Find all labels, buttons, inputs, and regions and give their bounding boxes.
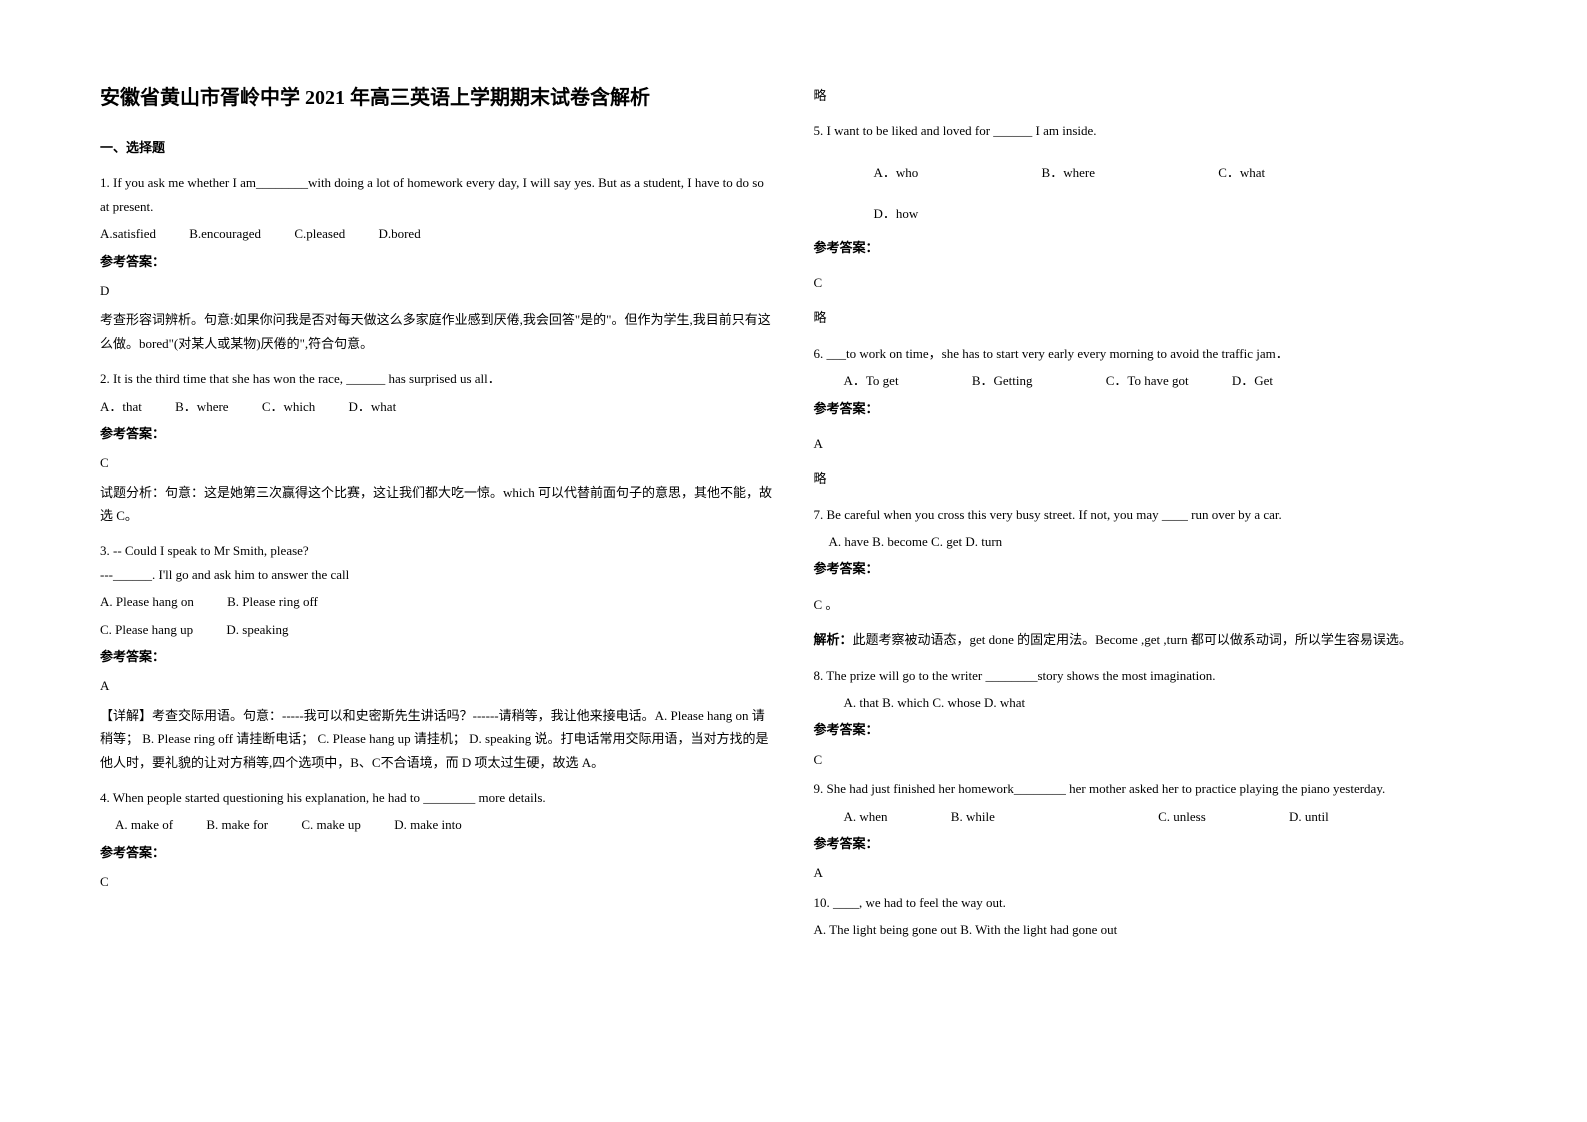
question-options: D．how bbox=[814, 202, 1488, 225]
explanation: 考查形容词辨析。句意:如果你问我是否对每天做这么多家庭作业感到厌倦,我会回答"是… bbox=[100, 308, 774, 355]
question-text: 8. The prize will go to the writer _____… bbox=[814, 664, 1488, 687]
option-d: D.bored bbox=[378, 222, 420, 245]
question-text: 2. It is the third time that she has won… bbox=[100, 367, 774, 390]
option-b: B.encouraged bbox=[189, 222, 261, 245]
option-b: B. Please ring off bbox=[227, 594, 318, 609]
question-options: A.satisfied B.encouraged C.pleased D.bor… bbox=[100, 222, 774, 245]
question-text: 1. If you ask me whether I am________wit… bbox=[100, 171, 774, 218]
explanation: 试题分析：句意：这是她第三次赢得这个比赛，这让我们都大吃一惊。which 可以代… bbox=[100, 481, 774, 528]
brief: 略 bbox=[814, 467, 1488, 490]
question-options: A. The light being gone out B. With the … bbox=[814, 918, 1488, 941]
option-d: D. speaking bbox=[226, 622, 288, 637]
question-options: A. make of B. make for C. make up D. mak… bbox=[100, 813, 774, 836]
answer: C 。 bbox=[814, 593, 1488, 616]
answer: A bbox=[814, 432, 1488, 455]
answer: A bbox=[814, 861, 1488, 884]
option-a: A．To get bbox=[844, 369, 899, 392]
option-b: B. while bbox=[951, 805, 995, 828]
option-c: C．what bbox=[1218, 161, 1265, 184]
question-9: 9. She had just finished her homework___… bbox=[814, 777, 1488, 885]
question-5: 5. I want to be liked and loved for ____… bbox=[814, 119, 1488, 294]
right-column: 略 5. I want to be liked and loved for __… bbox=[814, 80, 1488, 1042]
option-c: C. make up bbox=[301, 813, 361, 836]
answer-label: 参考答案： bbox=[100, 250, 774, 273]
question-options: C. Please hang up D. speaking bbox=[100, 618, 774, 641]
answer-label: 参考答案： bbox=[814, 557, 1488, 580]
answer: C bbox=[100, 451, 774, 474]
question-4: 4. When people started questioning his e… bbox=[100, 786, 774, 894]
option-a: A．that bbox=[100, 395, 142, 418]
left-column: 安徽省黄山市胥岭中学 2021 年高三英语上学期期末试卷含解析 一、选择题 1.… bbox=[100, 80, 774, 1042]
option-d: D. make into bbox=[394, 813, 462, 836]
answer: D bbox=[100, 279, 774, 302]
question-7: 7. Be careful when you cross this very b… bbox=[814, 503, 1488, 652]
option-a: A. make of bbox=[115, 813, 173, 836]
question-text: 9. She had just finished her homework___… bbox=[814, 777, 1488, 800]
option-d: D. until bbox=[1289, 809, 1329, 824]
question-options: A. that B. which C. whose D. what bbox=[814, 691, 1488, 714]
option-b: B．Getting bbox=[972, 369, 1033, 392]
answer-label: 参考答案： bbox=[100, 645, 774, 668]
question-text: 6. ___to work on time，she has to start v… bbox=[814, 342, 1488, 365]
answer-label: 参考答案： bbox=[814, 397, 1488, 420]
option-d: D．what bbox=[349, 395, 397, 418]
answer-label: 参考答案： bbox=[814, 832, 1488, 855]
section-heading: 一、选择题 bbox=[100, 136, 774, 159]
question-text: 10. ____, we had to feel the way out. bbox=[814, 891, 1488, 914]
option-d: D．how bbox=[874, 202, 919, 225]
question-options: A．who B．where C．what bbox=[814, 161, 1488, 184]
option-a: A. when bbox=[844, 805, 888, 828]
option-a: A. Please hang on bbox=[100, 590, 194, 613]
answer-label: 参考答案： bbox=[100, 841, 774, 864]
answer: C bbox=[814, 748, 1488, 771]
question-text-2: ---______. I'll go and ask him to answer… bbox=[100, 563, 774, 586]
option-c: C．To have got bbox=[1106, 369, 1189, 392]
answer: A bbox=[100, 674, 774, 697]
brief: 略 bbox=[814, 84, 1488, 107]
answer: C bbox=[100, 870, 774, 893]
question-text: 3. -- Could I speak to Mr Smith, please? bbox=[100, 539, 774, 562]
question-2: 2. It is the third time that she has won… bbox=[100, 367, 774, 527]
question-options: A. have B. become C. get D. turn bbox=[814, 530, 1488, 553]
question-3: 3. -- Could I speak to Mr Smith, please?… bbox=[100, 539, 774, 774]
option-b: B．where bbox=[175, 395, 228, 418]
page-title: 安徽省黄山市胥岭中学 2021 年高三英语上学期期末试卷含解析 bbox=[100, 80, 774, 116]
answer-label: 参考答案： bbox=[814, 718, 1488, 741]
answer: C bbox=[814, 271, 1488, 294]
option-c: C. unless bbox=[1158, 805, 1206, 828]
option-b: B. make for bbox=[206, 813, 268, 836]
question-text: 7. Be careful when you cross this very b… bbox=[814, 503, 1488, 526]
question-options: A．that B．where C．which D．what bbox=[100, 395, 774, 418]
question-8: 8. The prize will go to the writer _____… bbox=[814, 664, 1488, 772]
explanation-text: 此题考察被动语态，get done 的固定用法。Become ,get ,tur… bbox=[853, 632, 1412, 647]
question-text: 5. I want to be liked and loved for ____… bbox=[814, 119, 1488, 142]
option-a: A.satisfied bbox=[100, 222, 156, 245]
answer-label: 参考答案： bbox=[100, 422, 774, 445]
question-options: A. when B. while C. unless D. until bbox=[814, 805, 1488, 828]
answer-label: 参考答案： bbox=[814, 236, 1488, 259]
option-c: C.pleased bbox=[294, 222, 345, 245]
question-1: 1. If you ask me whether I am________wit… bbox=[100, 171, 774, 355]
option-d: D．Get bbox=[1232, 373, 1273, 388]
option-c: C. Please hang up bbox=[100, 618, 193, 641]
question-options: A．To get B．Getting C．To have got D．Get bbox=[814, 369, 1488, 392]
option-b: B．where bbox=[1042, 161, 1095, 184]
explanation-label: 解析： bbox=[814, 632, 853, 647]
option-a: A．who bbox=[874, 161, 919, 184]
explanation: 解析：此题考察被动语态，get done 的固定用法。Become ,get ,… bbox=[814, 628, 1488, 651]
question-6: 6. ___to work on time，she has to start v… bbox=[814, 342, 1488, 456]
brief: 略 bbox=[814, 306, 1488, 329]
question-text: 4. When people started questioning his e… bbox=[100, 786, 774, 809]
question-options: A. Please hang on B. Please ring off bbox=[100, 590, 774, 613]
option-c: C．which bbox=[262, 395, 315, 418]
explanation: 【详解】考查交际用语。句意：-----我可以和史密斯先生讲话吗？------请稍… bbox=[100, 704, 774, 774]
question-10: 10. ____, we had to feel the way out. A.… bbox=[814, 891, 1488, 942]
